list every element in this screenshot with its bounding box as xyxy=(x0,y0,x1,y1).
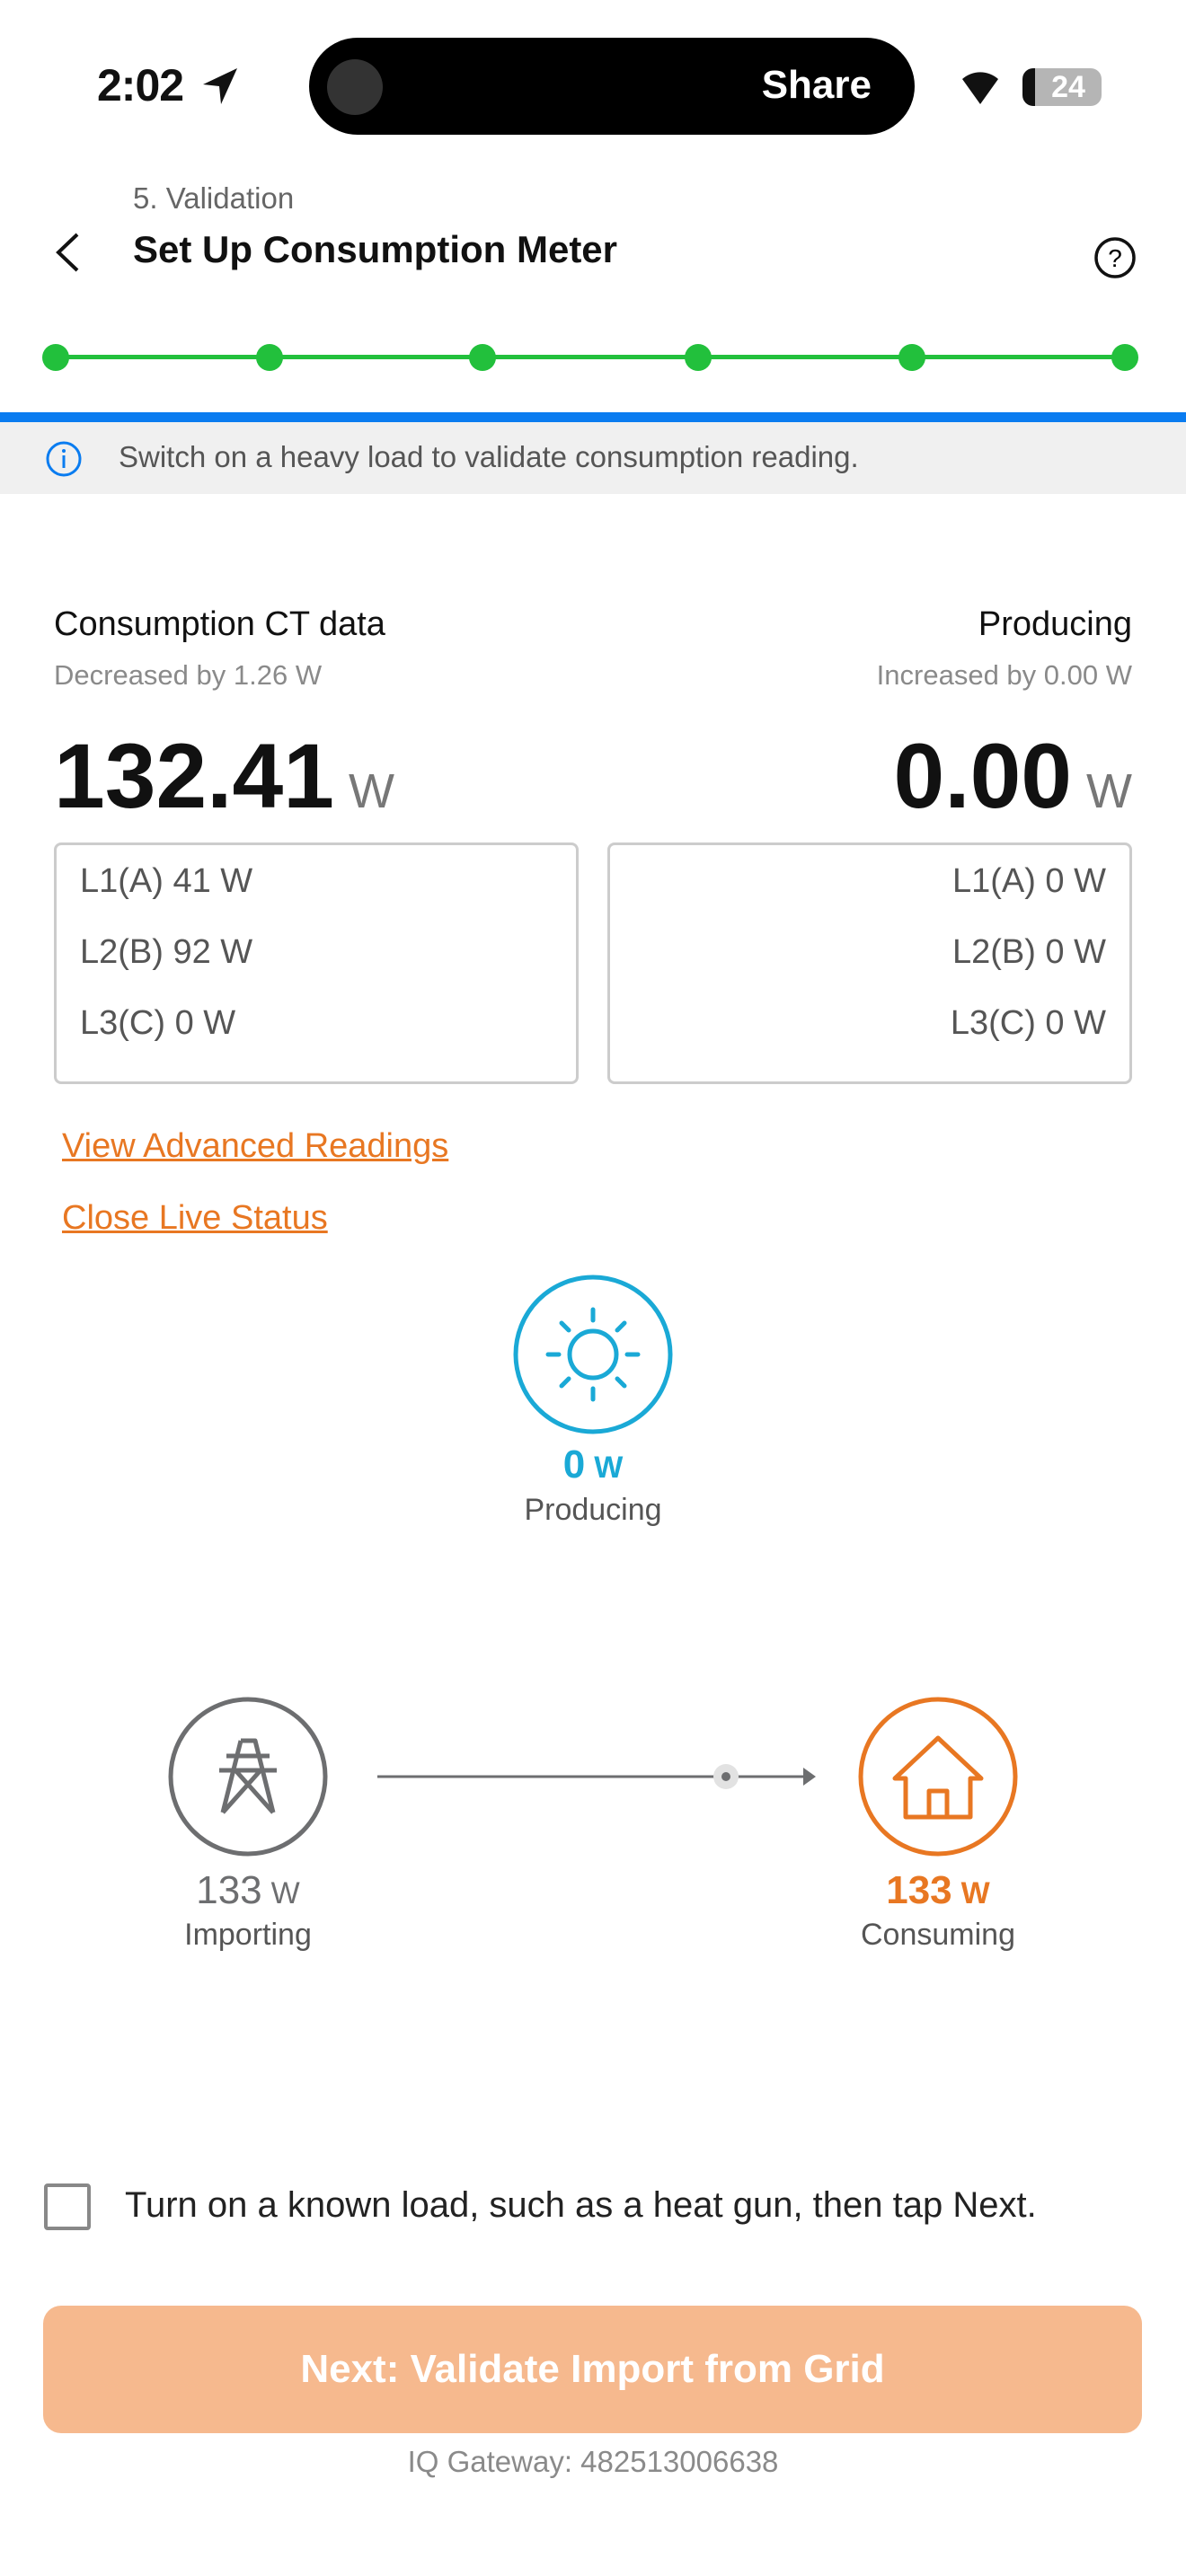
close-live-status-link[interactable]: Close Live Status xyxy=(62,1199,328,1237)
step-dot-4 xyxy=(685,344,712,371)
step-dot-3 xyxy=(469,344,496,371)
consumption-phases-box: L1(A) 41 W L2(B) 92 W L3(C) 0 W xyxy=(54,842,579,1084)
phase-l3: L3(C) 0 W xyxy=(80,1004,236,1042)
phase-l1: L1(A) 41 W xyxy=(80,862,253,900)
next-button[interactable]: Next: Validate Import from Grid xyxy=(43,2306,1142,2433)
status-time: 2:02 xyxy=(97,60,184,110)
view-advanced-readings-link[interactable]: View Advanced Readings xyxy=(62,1127,449,1165)
back-chevron-icon[interactable] xyxy=(54,232,81,273)
step-label: 5. Validation xyxy=(133,181,295,215)
phase-l2: L2(B) 0 W xyxy=(951,933,1106,971)
step-dot-5 xyxy=(898,344,925,371)
step-dot-2 xyxy=(256,344,283,371)
known-load-checkbox[interactable] xyxy=(44,2183,91,2230)
consuming-value: 133 W xyxy=(886,1868,990,1912)
phase-l3: L3(C) 0 W xyxy=(950,1004,1106,1042)
gateway-id: IQ Gateway: 482513006638 xyxy=(407,2445,779,2478)
consumption-label: Consumption CT data xyxy=(54,605,385,643)
wifi-icon xyxy=(962,72,998,104)
grid-tower-icon xyxy=(168,1697,328,1857)
battery-indicator: 24 xyxy=(1022,68,1102,106)
production-phases-box: L1(A) 0 W L2(B) 0 W L3(C) 0 W xyxy=(607,842,1132,1084)
producing-caption: Producing xyxy=(524,1493,662,1527)
page-title: Set Up Consumption Meter xyxy=(133,228,618,270)
help-icon[interactable]: ? xyxy=(1093,236,1137,279)
production-value: 0.00 W xyxy=(893,725,1133,827)
step-dot-1 xyxy=(42,344,69,371)
info-text: Switch on a heavy load to validate consu… xyxy=(119,440,859,473)
info-icon xyxy=(46,441,82,477)
step-dot-6 xyxy=(1111,344,1138,371)
location-arrow-icon xyxy=(203,68,237,104)
house-icon xyxy=(858,1697,1018,1857)
sun-icon xyxy=(513,1275,673,1434)
svg-text:?: ? xyxy=(1108,244,1122,272)
importing-value: 133 W xyxy=(196,1868,300,1912)
stepper-line xyxy=(56,355,1125,359)
info-banner: Switch on a heavy load to validate consu… xyxy=(0,422,1186,494)
dynamic-island[interactable]: Share xyxy=(309,38,915,135)
phase-l1: L1(A) 0 W xyxy=(951,862,1106,900)
production-label: Producing xyxy=(978,605,1132,643)
progress-bar xyxy=(0,412,1186,422)
importing-caption: Importing xyxy=(184,1918,312,1952)
consumption-delta: Decreased by 1.26 W xyxy=(54,659,323,691)
production-delta: Increased by 0.00 W xyxy=(876,659,1132,691)
share-label[interactable]: Share xyxy=(761,63,872,107)
phase-l2: L2(B) 92 W xyxy=(80,933,253,971)
checkbox-label: Turn on a known load, such as a heat gun… xyxy=(125,2185,1037,2225)
app-logo-icon xyxy=(327,59,383,115)
flow-arrow xyxy=(377,1764,816,1789)
consumption-value: 132.41 W xyxy=(54,725,394,827)
consuming-caption: Consuming xyxy=(861,1918,1015,1952)
